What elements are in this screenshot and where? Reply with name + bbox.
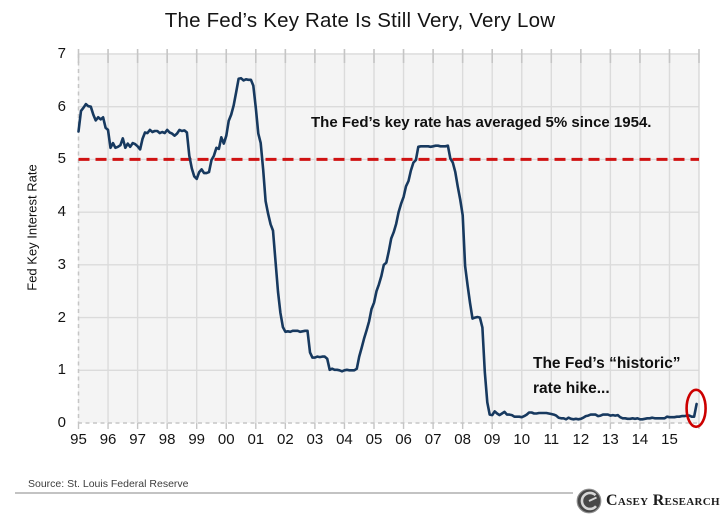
x-tick-label: 10 [513, 431, 531, 448]
x-tick-label: 96 [99, 431, 117, 448]
x-tick-label: 97 [129, 431, 146, 448]
source-note: Source: St. Louis Federal Reserve [28, 478, 189, 490]
y-tick-label: 3 [57, 255, 66, 273]
casey-research-logo: Casey Research [576, 488, 720, 514]
chart-title: The Fed’s Key Rate Is Still Very, Very L… [164, 9, 556, 32]
x-tick-label: 09 [483, 431, 501, 448]
y-tick-label: 1 [57, 361, 66, 379]
x-tick-label: 06 [395, 431, 412, 448]
casey-globe-icon [576, 488, 602, 514]
y-tick-label: 7 [57, 45, 66, 62]
y-axis-tick-labels: 0 1 2 3 4 5 6 7 [42, 0, 66, 520]
x-tick-label: 04 [336, 431, 353, 448]
x-tick-label: 13 [602, 431, 619, 448]
x-tick-label: 01 [247, 431, 265, 448]
x-tick-label: 14 [631, 431, 649, 448]
plot-background [78, 54, 700, 423]
rate-line [77, 76, 698, 421]
x-tick-label: 00 [217, 431, 235, 448]
x-tick-label: 15 [661, 431, 678, 448]
annotation-historic-hike: The Fed’s “historic” rate hike... [533, 355, 681, 397]
x-tick-label: 02 [277, 431, 294, 448]
x-axis-tick-labels: 95 96 97 98 99 00 01 02 03 04 05 06 07 08 09 10 11 12 13 14… [0, 431, 720, 451]
y-tick-label: 4 [57, 203, 66, 221]
y-tick-label: 6 [57, 97, 66, 115]
y-tick-label: 5 [57, 150, 66, 168]
x-tick-label: 12 [572, 431, 590, 448]
x-tick-label: 07 [424, 431, 442, 448]
x-tick-label: 11 [543, 431, 560, 448]
casey-research-wordmark: Casey Research [606, 492, 720, 509]
y-tick-label: 2 [57, 308, 66, 326]
x-tick-label: 98 [158, 431, 176, 448]
x-tick-label: 05 [365, 431, 383, 448]
annotation-average-rate: The Fed’s key rate has averaged 5% since… [311, 114, 652, 131]
y-tick-label: 0 [57, 414, 66, 431]
x-tick-label: 95 [70, 431, 87, 448]
x-tick-label: 03 [306, 431, 324, 448]
x-tick-label: 08 [454, 431, 471, 448]
footer-divider [15, 492, 573, 494]
x-tick-label: 99 [188, 431, 206, 448]
highlight-ellipse [685, 388, 707, 429]
